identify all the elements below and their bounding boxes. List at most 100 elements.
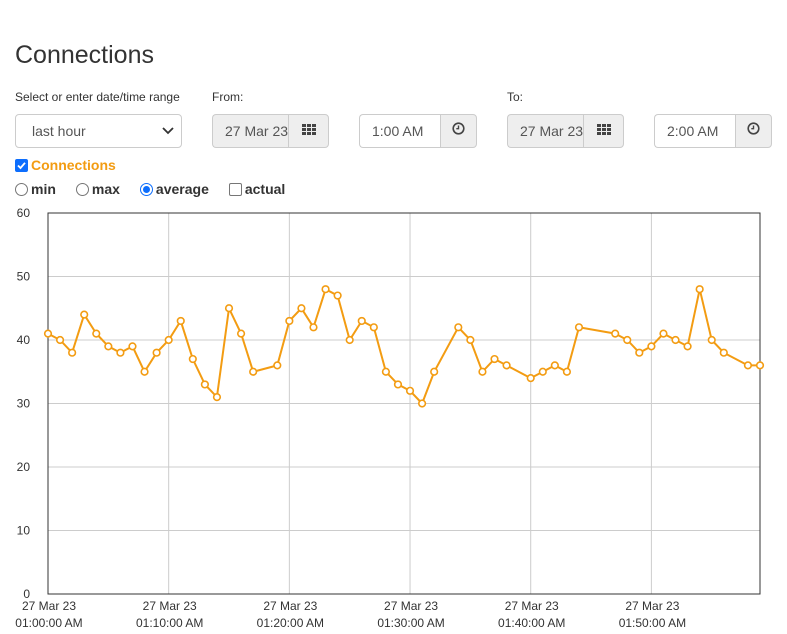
option-max[interactable]: max [75,181,120,197]
data-point [68,348,77,357]
data-point [333,291,342,300]
data-point [478,367,487,376]
data-point [623,335,632,345]
data-point [321,285,330,294]
data-point [755,361,765,370]
y-tick-label: 30 [17,397,31,411]
option-actual[interactable]: actual [228,181,286,197]
data-point [538,367,547,376]
chevron-down-icon [155,127,181,135]
data-point [345,335,354,345]
data-point [683,342,692,351]
to-date-group: 27 Mar 23 [507,114,624,148]
y-tick-label: 40 [17,333,31,347]
max-label: max [91,181,120,197]
data-point [92,329,101,338]
data-point [212,393,222,402]
average-radio[interactable] [139,182,153,196]
data-point [164,335,173,345]
y-tick-label: 20 [17,460,31,474]
to-date-input[interactable]: 27 Mar 23 [507,114,583,148]
to-label: To: [507,90,524,104]
average-label: average [155,181,209,197]
option-min[interactable]: min [15,181,56,197]
data-point [502,361,511,370]
data-point [393,380,403,389]
data-point [647,342,656,351]
data-point [381,367,390,376]
data-point [116,348,125,357]
data-point [140,367,149,376]
y-tick-label: 0 [23,587,30,601]
data-point [128,342,137,351]
from-time-group: 1:00 AM [359,114,477,148]
data-point [671,335,680,345]
data-point [659,329,668,338]
x-tick-date: 27 Mar 23 [505,599,559,613]
x-tick-time: 01:00:00 AM [15,616,82,630]
data-point [695,285,704,294]
data-point [430,367,439,376]
data-point [743,361,753,370]
data-point [707,335,716,345]
stat-options: min max average actual [15,181,305,197]
data-point [104,342,113,351]
data-point [369,323,378,332]
calendar-grid-icon [301,122,316,140]
option-average[interactable]: average [139,181,209,197]
data-point [309,323,318,332]
clock-icon [747,122,760,140]
data-point [562,367,572,376]
calendar-grid-icon [596,122,611,140]
series-toggle: Connections [15,157,116,173]
to-calendar-button[interactable] [583,114,624,148]
x-tick-time: 01:50:00 AM [619,616,686,630]
to-clock-button[interactable] [735,114,772,148]
data-point [55,335,65,345]
from-calendar-button[interactable] [288,114,329,148]
clock-icon [452,122,465,140]
data-point [152,348,161,357]
x-tick-date: 27 Mar 23 [143,599,197,613]
data-point [285,316,294,326]
data-point [236,329,246,338]
y-tick-label: 60 [17,206,31,220]
data-point [297,304,306,313]
x-tick-time: 01:30:00 AM [377,616,444,630]
from-time-input[interactable]: 1:00 AM [359,114,440,148]
max-radio[interactable] [75,182,89,196]
data-point [357,316,366,326]
min-radio[interactable] [15,182,28,196]
data-point [224,304,234,313]
to-time-group: 2:00 AM [654,114,772,148]
connections-label[interactable]: Connections [31,157,116,173]
data-point [176,316,185,326]
data-point [526,374,535,383]
actual-checkbox[interactable] [228,182,242,196]
from-date-input[interactable]: 27 Mar 23 [212,114,288,148]
data-point [611,329,620,338]
from-date-group: 27 Mar 23 [212,114,329,148]
x-tick-time: 01:40:00 AM [498,616,565,630]
data-point [188,354,197,364]
data-point [550,361,559,370]
connections-chart: 0 10 20 30 40 50 60 27 Mar 23 01:00:00 AM 27 Mar … [15,206,765,630]
from-clock-button[interactable] [440,114,477,148]
connections-checkbox[interactable] [15,158,28,172]
data-point [200,380,209,389]
from-label: From: [212,90,244,104]
data-point [574,323,584,332]
x-tick-time: 01:20:00 AM [257,616,324,630]
to-time-input[interactable]: 2:00 AM [654,114,735,148]
data-point [635,348,644,357]
data-point [273,361,282,370]
plot-frame [47,212,761,595]
date-range-select[interactable]: last hour [15,114,182,148]
y-tick-label: 10 [17,524,31,538]
actual-label: actual [244,181,286,197]
data-point [43,329,53,338]
data-point [405,386,415,395]
data-point [490,354,499,364]
date-range-value: last hour [32,123,86,139]
x-tick-date: 27 Mar 23 [22,599,76,613]
